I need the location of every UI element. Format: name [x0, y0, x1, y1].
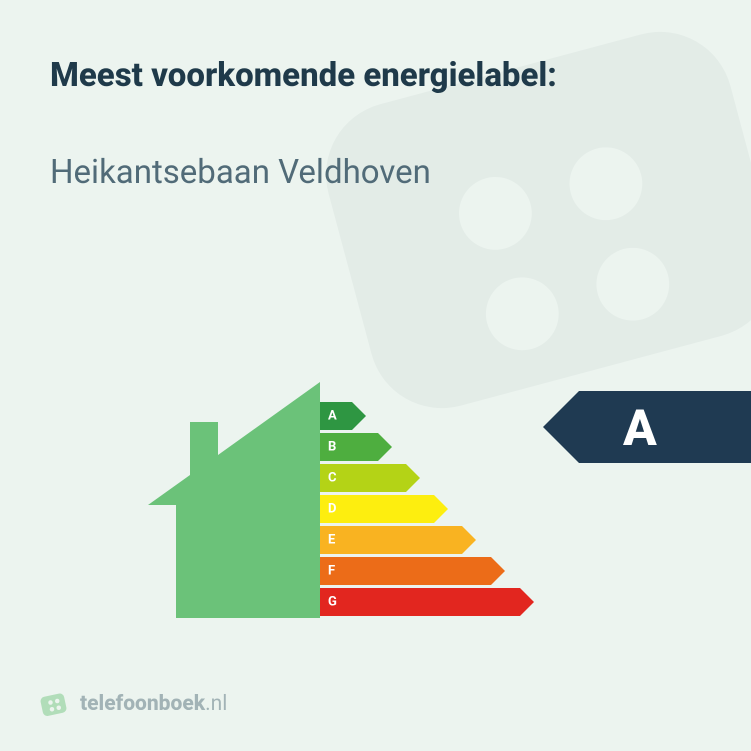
energy-label-chart: A B C D E F G A	[148, 382, 708, 622]
energy-bar-g: G	[320, 588, 534, 616]
footer-bold: telefoonboek	[80, 692, 205, 716]
energy-bar-label: B	[328, 440, 336, 455]
brand-icon	[40, 689, 70, 719]
page-title: Meest voorkomende energielabel:	[50, 56, 701, 95]
energy-bar-e: E	[320, 526, 534, 554]
energy-bar-f: F	[320, 557, 534, 585]
result-letter: A	[623, 400, 657, 458]
energy-bar-label: A	[328, 409, 337, 424]
energy-bar-label: F	[328, 564, 335, 579]
footer-brand: telefoonboek.nl	[40, 689, 227, 719]
house-icon	[148, 382, 320, 622]
result-badge: A	[543, 391, 751, 467]
energy-bar-label: G	[328, 595, 337, 610]
energy-bar-b: B	[320, 433, 534, 461]
energy-bar-d: D	[320, 495, 534, 523]
energy-bar-label: E	[328, 533, 335, 548]
energy-bar-label: C	[328, 471, 337, 486]
location-subtitle: Heikantsebaan Veldhoven	[50, 153, 701, 192]
footer-suffix: .nl	[205, 692, 227, 716]
energy-bar-a: A	[320, 402, 534, 430]
energy-bar-c: C	[320, 464, 534, 492]
footer-text: telefoonboek.nl	[80, 692, 227, 716]
energy-bars: A B C D E F G	[320, 402, 534, 619]
energy-bar-label: D	[328, 502, 336, 517]
content-panel: Meest voorkomende energielabel: Heikants…	[0, 0, 751, 751]
